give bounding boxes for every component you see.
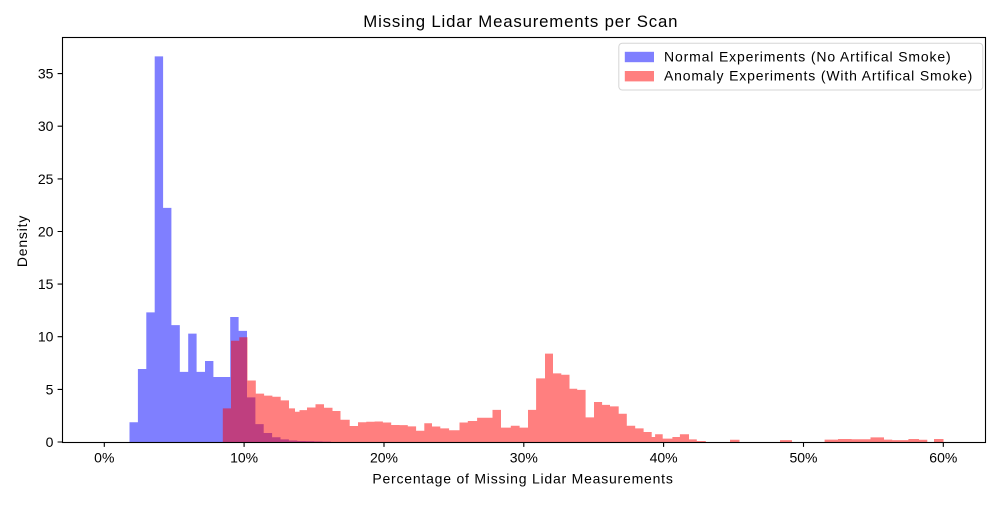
svg-text:30%: 30%	[510, 450, 538, 466]
svg-text:10%: 10%	[230, 450, 258, 466]
svg-text:50%: 50%	[789, 450, 817, 466]
svg-text:0: 0	[46, 434, 54, 450]
svg-text:15: 15	[38, 276, 54, 292]
svg-text:30: 30	[38, 118, 54, 134]
svg-text:25: 25	[38, 171, 54, 187]
svg-text:10: 10	[38, 329, 54, 345]
svg-text:60%: 60%	[929, 450, 957, 466]
svg-text:Missing Lidar Measurements per: Missing Lidar Measurements per Scan	[363, 12, 678, 31]
svg-text:35: 35	[38, 66, 54, 82]
svg-text:Density: Density	[14, 215, 30, 267]
svg-text:Normal Experiments (No Artific: Normal Experiments (No Artifical Smoke)	[664, 48, 952, 64]
svg-text:20%: 20%	[370, 450, 398, 466]
svg-text:Percentage of Missing Lidar Me: Percentage of Missing Lidar Measurements	[372, 470, 673, 486]
svg-text:40%: 40%	[650, 450, 678, 466]
svg-text:0%: 0%	[94, 450, 114, 466]
svg-text:Anomaly Experiments (With Arti: Anomaly Experiments (With Artifical Smok…	[664, 68, 973, 84]
svg-text:20: 20	[38, 223, 54, 239]
svg-text:5: 5	[46, 381, 54, 397]
